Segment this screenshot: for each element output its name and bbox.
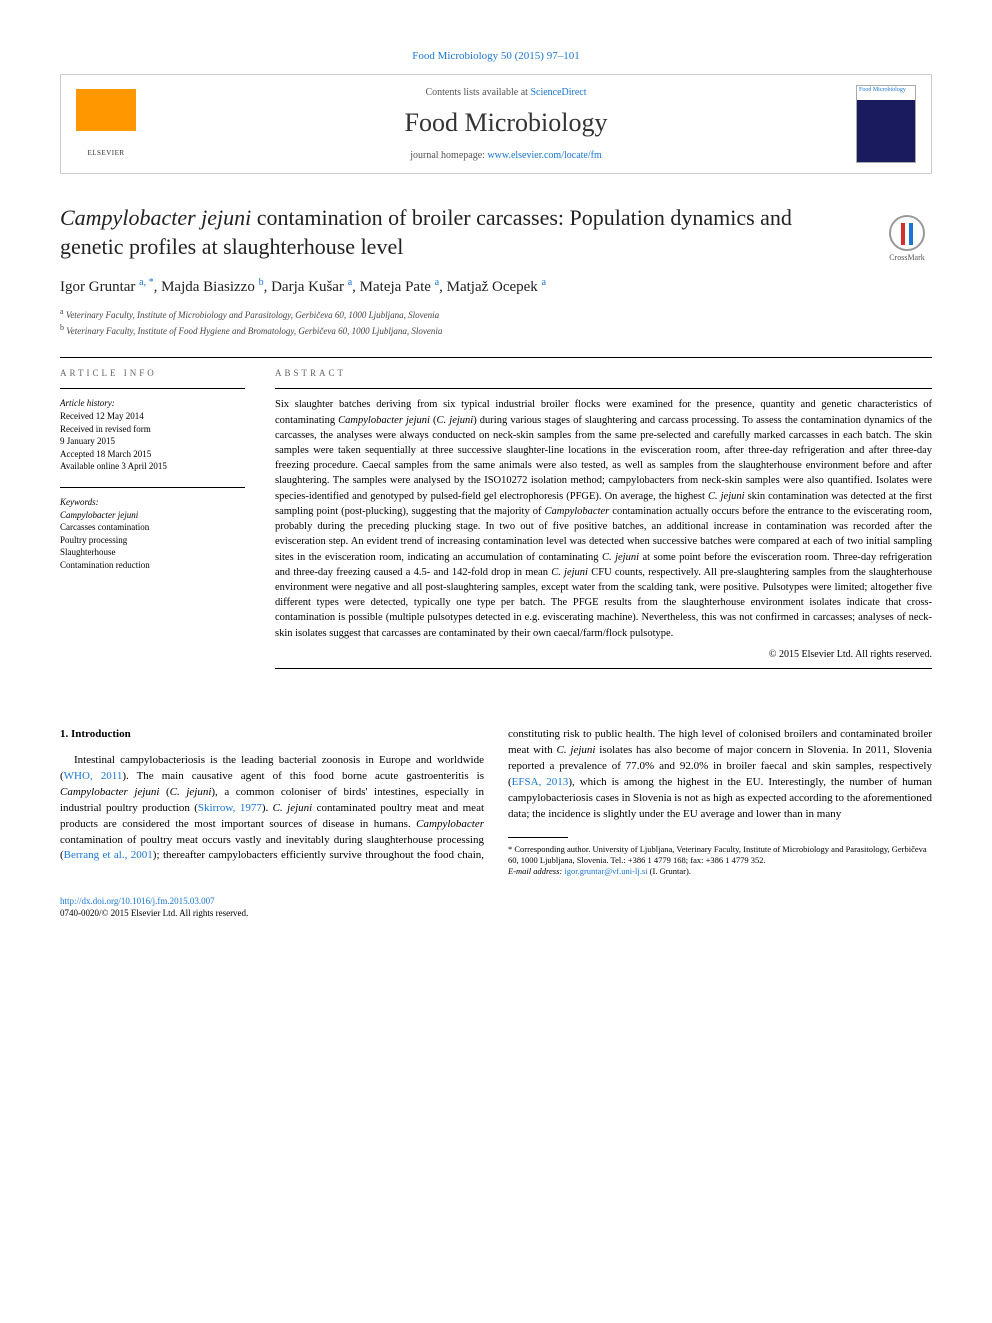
author: , Mateja Pate	[352, 279, 434, 295]
species: C. jejuni	[557, 744, 596, 756]
keyword: Contamination reduction	[60, 559, 245, 572]
abstract-label: ABSTRACT	[275, 368, 932, 378]
info-abstract-row: ARTICLE INFO Article history: Received 1…	[60, 368, 932, 677]
citation-link[interactable]: Skirrow, 1977	[198, 802, 262, 814]
article-history: Article history: Received 12 May 2014 Re…	[60, 397, 245, 473]
keyword: Campylobacter jejuni	[60, 509, 245, 522]
divider	[275, 388, 932, 389]
email-who: (I. Gruntar).	[648, 866, 691, 876]
abs-species: C. jejuni	[602, 552, 639, 563]
abstract-column: ABSTRACT Six slaughter batches deriving …	[275, 368, 932, 677]
divider	[275, 668, 932, 669]
masthead-center: Contents lists available at ScienceDirec…	[156, 87, 856, 161]
article-info-label: ARTICLE INFO	[60, 368, 245, 378]
abs-species: C. jejuni	[437, 415, 474, 426]
journal-cover-icon: Food Microbiology	[856, 85, 916, 163]
corresponding-author: * Corresponding author. University of Lj…	[508, 844, 932, 866]
masthead: Contents lists available at ScienceDirec…	[60, 74, 932, 174]
crossmark-badge[interactable]: CrossMark	[882, 215, 932, 265]
abs-text: (	[430, 415, 437, 426]
abstract-copyright: © 2015 Elsevier Ltd. All rights reserved…	[275, 649, 932, 660]
affil-text: Veterinary Faculty, Institute of Food Hy…	[64, 326, 442, 336]
journal-name: Food Microbiology	[156, 108, 856, 138]
history-label: Article history:	[60, 397, 245, 410]
article-title: Campylobacter jejuni contamination of br…	[60, 204, 932, 261]
issn-line: 0740-0020/© 2015 Elsevier Ltd. All right…	[60, 907, 932, 920]
header-citation: Food Microbiology 50 (2015) 97–101	[60, 50, 932, 62]
elsevier-logo-icon	[76, 89, 136, 159]
crossmark-label: CrossMark	[882, 253, 932, 262]
history-item: Accepted 18 March 2015	[60, 448, 245, 461]
homepage-link[interactable]: www.elsevier.com/locate/fm	[487, 150, 601, 161]
keyword: Carcasses contamination	[60, 521, 245, 534]
abs-species: C. jejuni	[708, 491, 745, 502]
author-sup: a	[542, 277, 546, 288]
history-item: 9 January 2015	[60, 435, 245, 448]
affil-text: Veterinary Faculty, Institute of Microbi…	[64, 310, 440, 320]
abs-species: Campylobacter	[545, 506, 610, 517]
abs-text: ) during various stages of slaughtering …	[275, 415, 932, 502]
divider	[60, 388, 245, 389]
page-footer: http://dx.doi.org/10.1016/j.fm.2015.03.0…	[60, 895, 932, 920]
citation-link[interactable]: WHO, 2011	[64, 770, 123, 782]
body-columns: 1. Introduction Intestinal campylobacter…	[60, 727, 932, 877]
species: Campylobacter jejuni	[60, 786, 159, 798]
citation-link[interactable]: Berrang et al., 2001	[64, 849, 153, 861]
body-text: ).	[262, 802, 273, 814]
title-italic: Campylobacter jejuni	[60, 205, 251, 230]
history-item: Received 12 May 2014	[60, 410, 245, 423]
divider	[60, 357, 932, 358]
keyword: Slaughterhouse	[60, 546, 245, 559]
keyword: Poultry processing	[60, 534, 245, 547]
footnote-separator	[508, 837, 568, 838]
abstract-text: Six slaughter batches deriving from six …	[275, 397, 932, 641]
citation-link[interactable]: EFSA, 2013	[512, 776, 569, 788]
doi-link[interactable]: http://dx.doi.org/10.1016/j.fm.2015.03.0…	[60, 896, 215, 906]
species: C. jejuni	[273, 802, 313, 814]
author: , Majda Biasizzo	[154, 279, 259, 295]
author: Igor Gruntar	[60, 279, 139, 295]
author-sup: a, *	[139, 277, 153, 288]
contents-prefix: Contents lists available at	[425, 87, 530, 98]
abs-species: C. jejuni	[551, 567, 588, 578]
contents-line: Contents lists available at ScienceDirec…	[156, 87, 856, 98]
crossmark-icon	[889, 215, 925, 251]
homepage-line: journal homepage: www.elsevier.com/locat…	[156, 150, 856, 161]
body-text: ). The main causative agent of this food…	[122, 770, 484, 782]
email-link[interactable]: igor.gruntar@vf.uni-lj.si	[564, 866, 647, 876]
affiliation: a Veterinary Faculty, Institute of Micro…	[60, 306, 932, 322]
affiliations: a Veterinary Faculty, Institute of Micro…	[60, 306, 932, 337]
body-text: ), which is among the highest in the EU.…	[508, 776, 932, 820]
history-item: Available online 3 April 2015	[60, 460, 245, 473]
affiliation: b Veterinary Faculty, Institute of Food …	[60, 322, 932, 338]
body-text: (	[159, 786, 169, 798]
footnotes: * Corresponding author. University of Lj…	[508, 844, 932, 877]
homepage-prefix: journal homepage:	[410, 150, 487, 161]
email-label: E-mail address:	[508, 866, 564, 876]
authors-line: Igor Gruntar a, *, Majda Biasizzo b, Dar…	[60, 277, 932, 296]
species: Campylobacter	[416, 818, 484, 830]
author: , Matjaž Ocepek	[439, 279, 541, 295]
keywords-label: Keywords:	[60, 496, 245, 509]
section-heading: 1. Introduction	[60, 727, 484, 743]
abs-species: Campylobacter jejuni	[338, 415, 430, 426]
species: C. jejuni	[170, 786, 212, 798]
keywords: Keywords: Campylobacter jejuni Carcasses…	[60, 496, 245, 572]
sciencedirect-link[interactable]: ScienceDirect	[530, 87, 586, 98]
history-item: Received in revised form	[60, 423, 245, 436]
email-line: E-mail address: igor.gruntar@vf.uni-lj.s…	[508, 866, 932, 877]
cover-label: Food Microbiology	[859, 87, 906, 93]
divider	[60, 487, 245, 488]
article-info-column: ARTICLE INFO Article history: Received 1…	[60, 368, 245, 677]
author: , Darja Kušar	[264, 279, 348, 295]
